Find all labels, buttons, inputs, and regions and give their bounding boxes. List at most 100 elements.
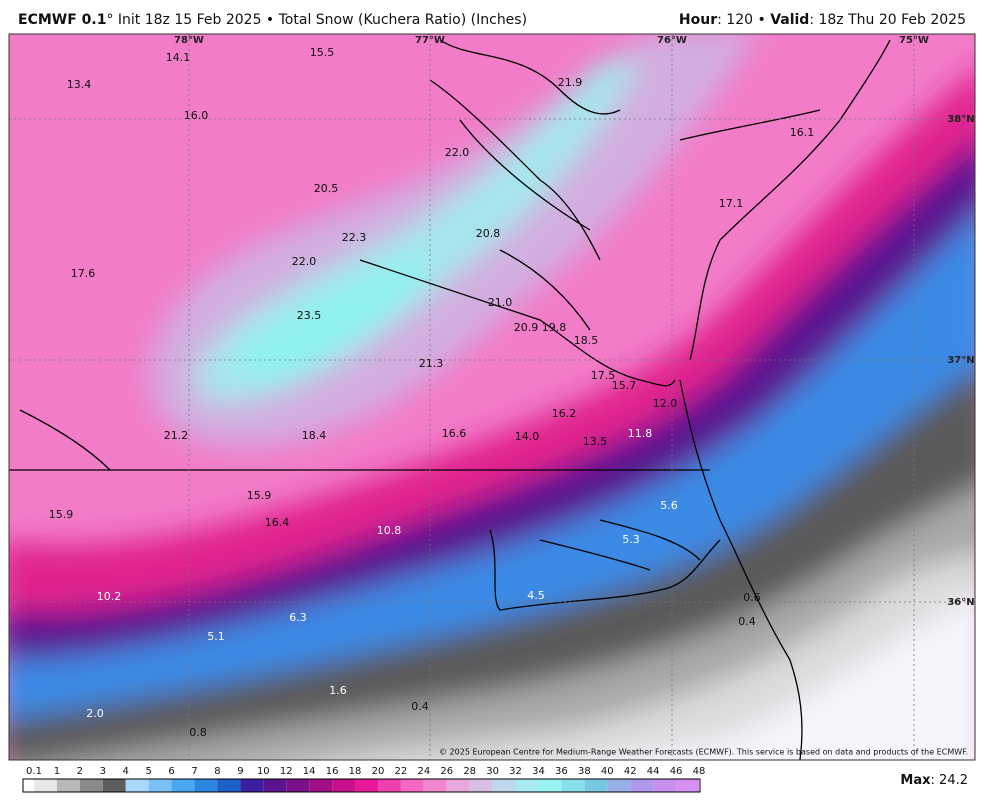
snow-total: 16.1	[790, 126, 815, 139]
colorbar-swatch	[263, 779, 287, 792]
snow-total: 16.2	[552, 407, 577, 420]
colorbar-swatch	[217, 779, 241, 792]
colorbar-label: 9	[237, 766, 243, 777]
colorbar-label: 40	[601, 766, 614, 777]
colorbar-label: 30	[486, 766, 499, 777]
model-name: ECMWF 0.1	[18, 12, 107, 28]
snow-total: 20.5	[314, 182, 339, 195]
snow-total: 16.0	[184, 109, 209, 122]
colorbar-label: 2	[77, 766, 83, 777]
snow-total: 15.5	[310, 46, 335, 59]
snow-total: 18.4	[302, 429, 327, 442]
colorbar-label: 44	[647, 766, 660, 777]
colorbar-label: 3	[100, 766, 106, 777]
snow-total: 17.6	[71, 267, 96, 280]
snow-total: 11.8	[628, 427, 653, 440]
grid-label: 38°N	[947, 114, 974, 125]
colorbar-swatch	[423, 779, 447, 792]
snow-total: 21.2	[164, 429, 189, 442]
colorbar-label: 4	[123, 766, 129, 777]
snow-total: 21.9	[558, 76, 583, 89]
snow-total: 17.1	[719, 197, 744, 210]
colorbar-label: 1	[54, 766, 60, 777]
colorbar-swatch	[286, 779, 310, 792]
snow-total: 10.8	[377, 524, 402, 537]
title: ECMWF 0.1° Init 18z 15 Feb 2025 • Total …	[18, 12, 527, 28]
colorbar-swatch	[676, 779, 699, 792]
snow-total: 14.1	[166, 51, 191, 64]
colorbar-label: 14	[303, 766, 316, 777]
max-value: Max: 24.2	[900, 773, 968, 788]
colorbar-swatch	[446, 779, 470, 792]
snow-total: 22.0	[292, 255, 317, 268]
snow-total: 12.0	[653, 397, 678, 410]
snow-total: 15.7	[612, 379, 637, 392]
snow-total: 18.5	[574, 334, 599, 347]
snow-total: 22.0	[445, 146, 470, 159]
snow-total: 23.5	[297, 309, 322, 322]
colorbar-label: 32	[509, 766, 522, 777]
snow-total: 16.4	[265, 516, 290, 529]
colorbar-label: 6	[168, 766, 174, 777]
colorbar-swatch	[194, 779, 218, 792]
colorbar-label: 48	[693, 766, 706, 777]
colorbar-label: 12	[280, 766, 293, 777]
colorbar-label: 5	[145, 766, 151, 777]
snow-total: 16.6	[442, 427, 467, 440]
snow-total: 13.4	[67, 78, 92, 91]
snow-total: 5.3	[622, 533, 640, 546]
snow-total: 13.5	[583, 435, 608, 448]
colorbar-swatch	[538, 779, 562, 792]
snow-total: 10.2	[97, 590, 122, 603]
snow-total: 17.5	[591, 369, 616, 382]
colorbar-label: 42	[624, 766, 637, 777]
colorbar-swatch	[332, 779, 356, 792]
grid-label: 36°N	[947, 597, 974, 608]
snow-total: 22.3	[342, 231, 367, 244]
snow-total: 0.8	[189, 726, 207, 739]
colorbar-label: 28	[463, 766, 476, 777]
max-number: : 24.2	[931, 773, 968, 788]
snow-total: 20.8	[476, 227, 501, 240]
grid-label: 78°W	[174, 35, 204, 46]
snow-total: 1.6	[329, 684, 347, 697]
colorbar-swatch	[34, 779, 57, 792]
snow-total: 5.1	[207, 630, 225, 643]
colorbar-swatch	[355, 779, 378, 792]
snow-total: 15.9	[247, 489, 272, 502]
colorbar-label: 7	[191, 766, 197, 777]
colorbar-swatch	[515, 779, 539, 792]
colorbar-swatch	[56, 779, 80, 792]
colorbar-label: 22	[395, 766, 408, 777]
colorbar-swatch	[377, 779, 401, 792]
colorbar-swatch	[240, 779, 264, 792]
grid-label: 75°W	[899, 35, 929, 46]
grid-label: 77°W	[415, 35, 445, 46]
copyright: © 2025 European Centre for Medium-Range …	[439, 748, 968, 757]
snow-total: 0.4	[738, 615, 756, 628]
colorbar-swatch	[102, 779, 126, 792]
snow-total: 5.6	[660, 499, 678, 512]
colorbar-swatch	[561, 779, 585, 792]
colorbar-frame	[22, 778, 701, 793]
hour-label: Hour	[678, 12, 718, 28]
snow-total: 4.5	[527, 589, 545, 602]
colorbar-label: 26	[440, 766, 453, 777]
colorbar-label: 38	[578, 766, 591, 777]
colorbar-label: 34	[532, 766, 545, 777]
max-label: Max	[900, 773, 931, 788]
colorbar-label: 10	[257, 766, 270, 777]
snow-total: 21.0	[488, 296, 513, 309]
colorbar-swatch	[148, 779, 172, 792]
colorbar-label: 16	[326, 766, 339, 777]
snow-total: 0.4	[411, 700, 429, 713]
colorbar-swatch	[79, 779, 103, 792]
colorbar-swatch	[469, 779, 493, 792]
colorbar-swatch	[125, 779, 149, 792]
valid-label: Valid	[770, 12, 810, 28]
snow-total: 2.0	[86, 707, 104, 720]
colorbar-swatch	[607, 779, 631, 792]
colorbar-label: 18	[349, 766, 362, 777]
